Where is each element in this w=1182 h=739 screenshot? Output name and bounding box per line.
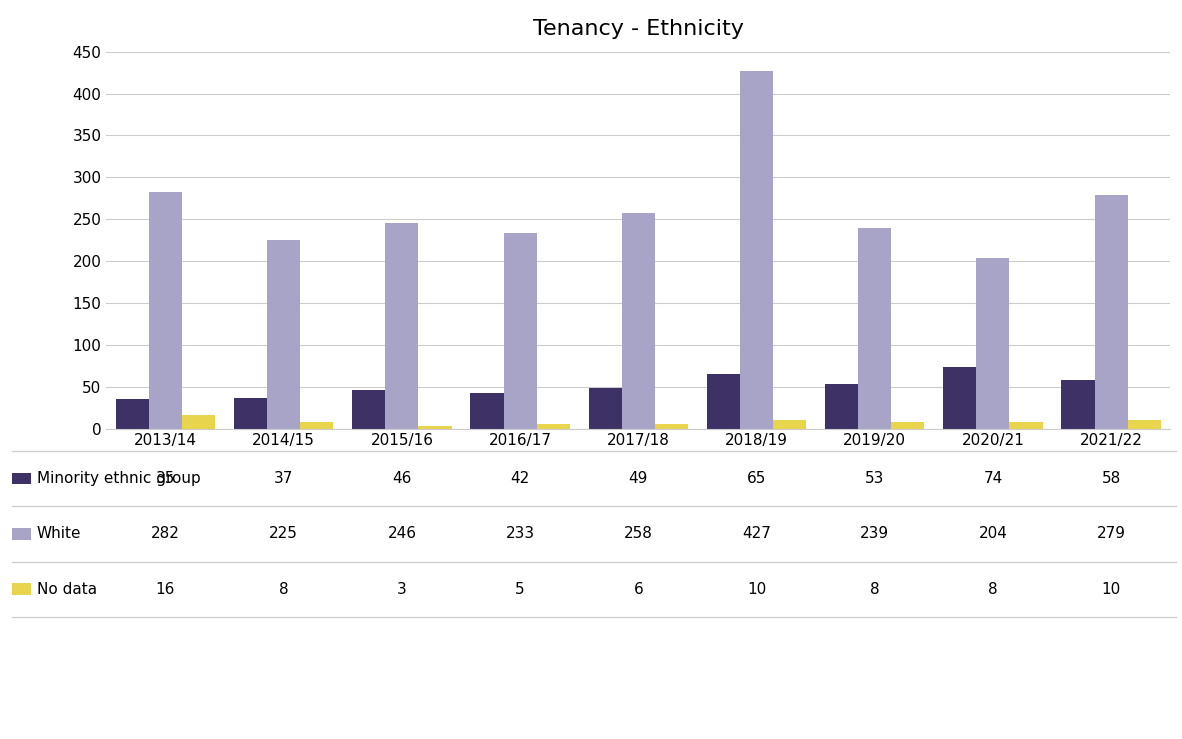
Text: 35: 35 <box>156 471 175 486</box>
Text: 258: 258 <box>624 526 652 542</box>
Bar <box>1095 195 1128 429</box>
Text: 53: 53 <box>865 471 884 486</box>
Text: Minority ethnic group: Minority ethnic group <box>37 471 201 486</box>
Text: 10: 10 <box>1102 582 1121 597</box>
Text: 46: 46 <box>392 471 411 486</box>
Text: 8: 8 <box>279 582 288 597</box>
Text: 279: 279 <box>1097 526 1125 542</box>
Text: 233: 233 <box>506 526 534 542</box>
Text: 10: 10 <box>747 582 766 597</box>
Text: White: White <box>37 526 82 542</box>
Text: No data: No data <box>37 582 97 597</box>
Bar <box>622 213 655 429</box>
Bar <box>825 384 858 429</box>
Text: 6: 6 <box>634 582 643 597</box>
Bar <box>943 367 976 429</box>
Bar <box>470 393 504 429</box>
Text: 282: 282 <box>151 526 180 542</box>
Bar <box>976 258 1009 429</box>
Text: 37: 37 <box>274 471 293 486</box>
Text: 8: 8 <box>870 582 879 597</box>
Text: 58: 58 <box>1102 471 1121 486</box>
Text: 65: 65 <box>747 471 766 486</box>
Bar <box>267 240 300 429</box>
Bar <box>352 390 385 429</box>
Bar <box>234 398 267 429</box>
Bar <box>858 228 891 429</box>
Text: 3: 3 <box>397 582 407 597</box>
Text: 74: 74 <box>983 471 1002 486</box>
Bar <box>116 399 149 429</box>
Text: 42: 42 <box>511 471 530 486</box>
Bar <box>1061 380 1095 429</box>
Text: 16: 16 <box>156 582 175 597</box>
Bar <box>1128 420 1161 429</box>
Bar <box>589 387 622 429</box>
Text: 49: 49 <box>629 471 648 486</box>
Bar <box>655 423 688 429</box>
Text: 246: 246 <box>388 526 416 542</box>
Text: 225: 225 <box>269 526 298 542</box>
Bar <box>707 374 740 429</box>
Bar <box>740 71 773 429</box>
Text: 204: 204 <box>979 526 1007 542</box>
Bar <box>504 234 537 429</box>
Text: 239: 239 <box>860 526 889 542</box>
Bar <box>385 222 418 429</box>
Title: Tenancy - Ethnicity: Tenancy - Ethnicity <box>533 19 743 39</box>
Bar <box>300 422 333 429</box>
Bar <box>1009 422 1043 429</box>
Text: 5: 5 <box>515 582 525 597</box>
Bar <box>537 424 570 429</box>
Bar <box>149 192 182 429</box>
Bar <box>418 426 452 429</box>
Bar <box>891 422 924 429</box>
Bar <box>182 415 215 429</box>
Text: 8: 8 <box>988 582 998 597</box>
Bar <box>773 420 806 429</box>
Text: 427: 427 <box>742 526 771 542</box>
